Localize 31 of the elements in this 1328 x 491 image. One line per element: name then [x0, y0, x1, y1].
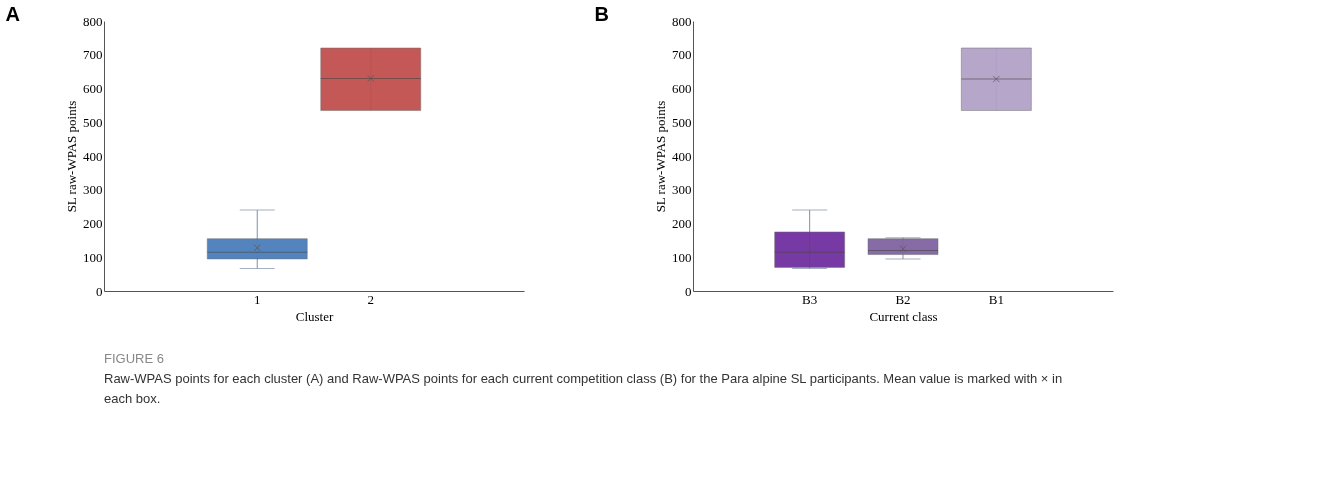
- y-tick-label: 700: [672, 47, 692, 63]
- y-tick-label: 400: [83, 148, 103, 164]
- y-tick-label: 300: [672, 182, 692, 198]
- y-tick-label: 700: [83, 47, 103, 63]
- x-tick-label: 2: [367, 291, 375, 307]
- x-tick-label: B1: [988, 291, 1004, 307]
- x-axis-title: Current class: [869, 308, 938, 324]
- y-tick-label: 600: [83, 81, 103, 96]
- y-tick-label: 200: [672, 216, 692, 231]
- y-tick-label: 400: [672, 148, 692, 164]
- y-tick-label: 800: [83, 13, 103, 29]
- x-axis-title: Cluster: [295, 308, 334, 324]
- chart-title: B: [594, 3, 609, 25]
- text: Raw-WPAS points for each cluster (A) and Raw-WPAS points for each current competition class (B) for the Para alpine SL participants. Mean value is marked with × in each box.: [104, 371, 1063, 406]
- y-tick-label: 100: [672, 249, 692, 265]
- y-tick-label: 500: [672, 114, 692, 130]
- y-tick-label: 500: [83, 114, 103, 130]
- y-axis-title: SL raw-WPAS points: [64, 100, 79, 213]
- y-tick-label: 200: [83, 216, 103, 231]
- y-tick-label: 300: [83, 182, 103, 198]
- x-tick-label: 1: [253, 291, 261, 307]
- y-tick-label: 0: [96, 283, 103, 299]
- y-tick-label: 100: [83, 249, 103, 265]
- y-tick-label: 0: [685, 283, 692, 299]
- x-tick-label: B2: [895, 291, 911, 307]
- y-tick-label: 800: [672, 13, 692, 29]
- y-tick-label: 600: [672, 81, 692, 96]
- y-axis-title: SL raw-WPAS points: [653, 100, 668, 213]
- caption: FIGURE 6: [104, 351, 164, 366]
- chart-title: A: [5, 3, 20, 25]
- x-tick-label: B3: [802, 291, 818, 307]
